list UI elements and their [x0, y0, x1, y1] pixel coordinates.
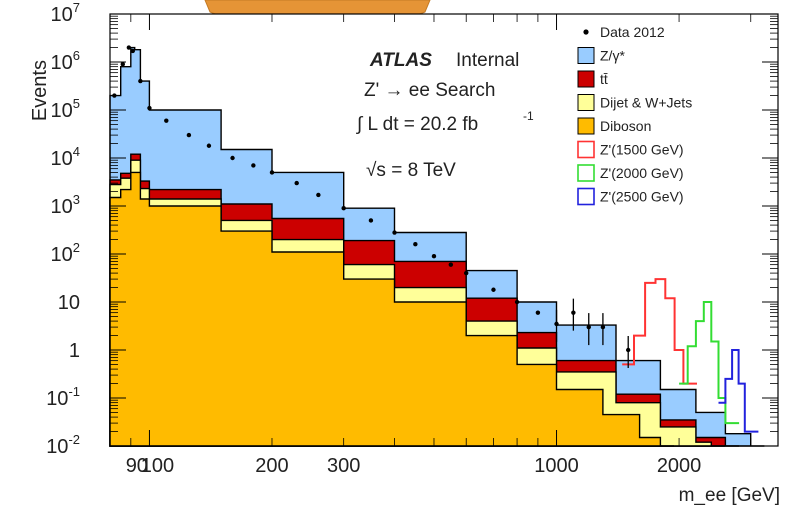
legend-marker-0 — [583, 29, 589, 35]
data-point-13 — [316, 192, 321, 198]
y-tick-label: 105 — [51, 96, 80, 122]
data-point-4 — [138, 78, 143, 84]
legend-swatch-1 — [577, 47, 595, 64]
x-tick-label: 90 — [126, 455, 148, 477]
legend-label-4: Diboson — [600, 118, 651, 134]
legend-label-5: Z'(1500 GeV) — [600, 142, 684, 158]
legend-swatch-4 — [577, 117, 595, 135]
data-point-21 — [491, 287, 496, 292]
plot-frame — [109, 13, 779, 447]
y-tick-label: 103 — [51, 192, 80, 218]
legend: Data 2012 Z/γ* tt̄ Dijet & W+Jets Diboson Z'(… — [577, 24, 692, 206]
legend-label-2: tt̄ — [600, 71, 608, 87]
x-tick-label: 2000 — [657, 455, 702, 477]
y-tick-label: 10-2 — [46, 432, 80, 458]
y-tick-exponent: 7 — [73, 0, 80, 15]
x-tick-label: 100 — [141, 455, 174, 477]
data-point-7 — [186, 132, 192, 138]
signal-series-2 — [718, 349, 759, 433]
data-point-11 — [269, 170, 275, 175]
y-tick-exponent: 3 — [73, 192, 80, 207]
y-tick-label: 10-1 — [46, 384, 80, 410]
y-tick-exponent: 2 — [73, 240, 80, 255]
data-points — [112, 45, 631, 368]
y-axis-label: Events — [29, 60, 51, 121]
y-tick-exponent: 4 — [73, 144, 80, 159]
x-tick-label: 200 — [255, 455, 288, 477]
signal-series-1 — [679, 301, 740, 425]
x-axis-label: m_ee [GeV] — [679, 485, 780, 506]
legend-label-6: Z'(2000 GeV) — [600, 165, 684, 181]
search-label: Z' → ee Search — [364, 80, 495, 101]
y-tick-label: 107 — [51, 0, 80, 26]
data-point-3 — [130, 48, 135, 54]
legend-swatch-6 — [577, 164, 595, 182]
data-point-25 — [571, 310, 576, 315]
experiment-label: ATLAS — [369, 50, 432, 71]
lumi-exponent: -1 — [523, 109, 534, 123]
data-point-17 — [413, 242, 418, 247]
data-point-2 — [126, 45, 132, 50]
y-tick-exponent: -1 — [68, 384, 80, 399]
data-point-18 — [431, 253, 437, 259]
y-tick-label: 1 — [69, 340, 80, 362]
x-tick-label: 300 — [327, 455, 360, 477]
y-tick-label: 10 — [58, 292, 80, 314]
data-point-26 — [586, 324, 591, 330]
data-point-1 — [120, 61, 125, 67]
energy-label: √s = 8 TeV — [366, 160, 456, 181]
legend-swatch-2 — [577, 70, 595, 88]
data-point-9 — [230, 155, 235, 161]
data-point-23 — [535, 310, 541, 315]
data-point-15 — [368, 218, 374, 223]
legend-label-3: Dijet & W+Jets — [600, 95, 692, 111]
data-point-19 — [448, 262, 454, 267]
legend-label-1: Z/γ* — [600, 48, 625, 64]
y-tick-exponent: -2 — [68, 432, 80, 447]
signal-series-0 — [622, 278, 697, 385]
data-point-6 — [164, 118, 169, 123]
legend-swatch-7 — [577, 187, 595, 206]
data-point-5 — [147, 105, 152, 111]
data-point-24 — [554, 321, 559, 327]
legend-swatch-3 — [577, 94, 595, 111]
legend-label-7: Z'(2500 GeV) — [600, 189, 684, 205]
y-tick-exponent: 6 — [73, 48, 80, 63]
legend-label-0: Data 2012 — [600, 24, 665, 40]
data-point-27 — [600, 324, 606, 330]
data-point-16 — [392, 230, 397, 235]
data-point-8 — [206, 143, 212, 148]
data-point-10 — [251, 163, 256, 168]
data-point-20 — [464, 270, 469, 276]
x-tick-label: 1000 — [534, 455, 579, 477]
y-tick-label: 106 — [51, 48, 80, 74]
lumi-label: ∫ L dt = 20.2 fb — [356, 114, 478, 135]
y-tick-label: 102 — [51, 240, 80, 266]
data-point-22 — [514, 299, 520, 305]
signal-histograms — [622, 278, 759, 433]
stack-series-3 — [109, 171, 674, 447]
status-label: Internal — [456, 50, 519, 71]
legend-swatch-5 — [577, 140, 595, 159]
data-point-28 — [626, 347, 631, 353]
data-point-12 — [294, 180, 299, 186]
stacked-histograms — [109, 46, 765, 447]
y-tick-label: 104 — [51, 144, 80, 170]
y-tick-exponent: 5 — [73, 96, 80, 111]
data-point-14 — [341, 205, 346, 211]
